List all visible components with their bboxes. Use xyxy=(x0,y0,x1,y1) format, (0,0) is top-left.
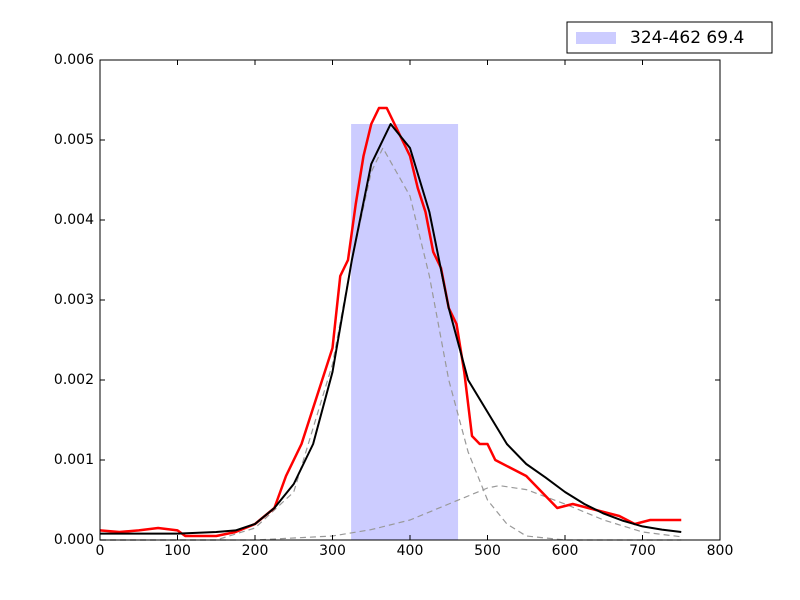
x-tick-label: 800 xyxy=(707,543,734,559)
legend-swatch xyxy=(576,32,616,44)
x-tick-label: 0 xyxy=(96,543,105,559)
series-line xyxy=(100,147,682,541)
y-tick-label: 0.004 xyxy=(54,212,94,228)
x-tick-label: 500 xyxy=(474,543,501,559)
x-tick-label: 600 xyxy=(552,543,579,559)
x-tick-label: 100 xyxy=(164,543,191,559)
y-tick-label: 0.001 xyxy=(54,452,94,468)
x-tick-label: 300 xyxy=(319,543,346,559)
legend-label: 324-462 69.4 xyxy=(630,28,744,48)
x-tick-label: 400 xyxy=(397,543,424,559)
y-tick-label: 0.000 xyxy=(54,532,94,548)
x-tick-label: 700 xyxy=(629,543,656,559)
x-tick-label: 200 xyxy=(242,543,269,559)
y-tick-label: 0.005 xyxy=(54,132,94,148)
series-line xyxy=(100,123,682,535)
y-tick-label: 0.006 xyxy=(54,52,94,68)
y-tick-label: 0.003 xyxy=(54,292,94,308)
y-tick-label: 0.002 xyxy=(54,372,94,388)
